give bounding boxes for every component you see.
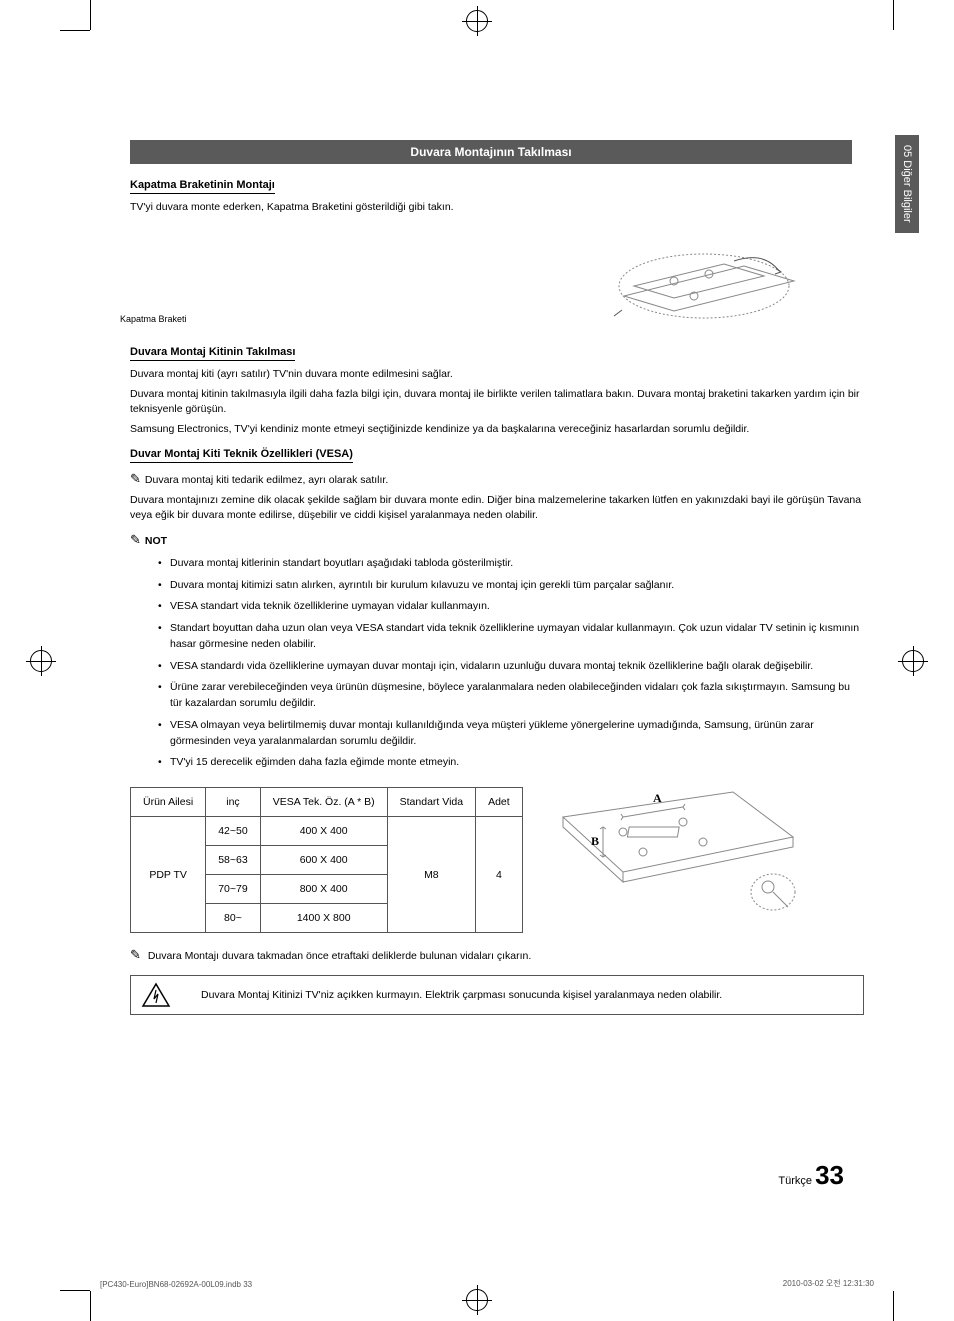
note-icon: ✎	[130, 532, 141, 547]
bullet-item: Standart boyuttan daha uzun olan veya VE…	[158, 621, 864, 653]
note-text: ✎ Duvara montaj kiti tedarik edilmez, ayr…	[130, 469, 864, 489]
crop-mark	[893, 1291, 894, 1321]
table-header: inç	[206, 788, 261, 817]
footer-filename: [PC430-Euro]BN68-02692A-00L09.indb 33	[100, 1280, 252, 1289]
body-text: Samsung Electronics, TV'yi kendiniz mont…	[130, 422, 864, 438]
section-title: Kapatma Braketinin Montajı	[130, 179, 275, 194]
table-cell: 400 X 400	[260, 817, 387, 846]
body-text: TV'yi duvara monte ederken, Kapatma Brak…	[130, 200, 864, 216]
crop-mark	[60, 1290, 90, 1291]
crop-mark	[60, 30, 90, 31]
table-header: Adet	[476, 788, 523, 817]
not-heading: NOT	[145, 535, 167, 547]
dim-label-a: A	[653, 791, 662, 805]
crop-mark	[893, 0, 894, 30]
table-header-row: Ürün Ailesi inç VESA Tek. Öz. (A * B) St…	[131, 788, 523, 817]
section-title: Duvara Montaj Kitinin Takılması	[130, 346, 295, 361]
tv-back-diagram: A B	[543, 777, 864, 930]
registration-mark	[466, 1289, 488, 1311]
note-content: Duvara Montajı duvara takmadan önce etra…	[148, 950, 531, 962]
blanking-bracket-diagram: Kapatma Braketi	[130, 226, 824, 326]
side-chapter-tab: 05 Diğer Bilgiler	[895, 135, 919, 233]
page-number: Türkçe 33	[778, 1160, 844, 1191]
body-text: Duvara montajınızı zemine dik olacak şek…	[130, 493, 864, 525]
table-cell: 800 X 400	[260, 875, 387, 904]
section-kit-install: Duvara Montaj Kitinin Takılması Duvara m…	[130, 346, 864, 438]
section-header: Duvara Montajının Takılması	[130, 140, 852, 164]
table-cell: 1400 X 800	[260, 904, 387, 933]
note-icon: ✎	[130, 471, 141, 486]
bullet-item: VESA standart vida teknik özelliklerine …	[158, 599, 864, 615]
bullet-item: Ürüne zarar verebileceğinden veya ürünün…	[158, 680, 864, 712]
table-cell: 70~79	[206, 875, 261, 904]
bullet-item: Duvara montaj kitlerinin standart boyutl…	[158, 556, 864, 572]
table-cell: 4	[476, 817, 523, 933]
crop-mark	[90, 1291, 91, 1321]
page-content: 05 Diğer Bilgiler Duvara Montajının Takı…	[130, 50, 864, 1271]
bullet-item: TV'yi 15 derecelik eğimden daha fazla eğ…	[158, 755, 864, 771]
warning-box: Duvara Montaj Kitinizi TV'niz açıkken ku…	[130, 975, 864, 1015]
registration-mark	[466, 10, 488, 32]
table-cell: 80~	[206, 904, 261, 933]
table-cell: M8	[387, 817, 475, 933]
diagram-label: Kapatma Braketi	[120, 314, 187, 324]
crop-mark	[90, 0, 91, 30]
table-row: PDP TV 42~50 400 X 400 M8 4	[131, 817, 523, 846]
table-cell: 42~50	[206, 817, 261, 846]
body-text: Duvara montaj kiti (ayrı satılır) TV'nin…	[130, 367, 864, 383]
registration-mark	[30, 650, 52, 672]
page-label: Türkçe	[778, 1175, 812, 1187]
table-header: Standart Vida	[387, 788, 475, 817]
note-content: Duvara montaj kiti tedarik edilmez, ayrı…	[145, 474, 388, 486]
not-label: ✎ NOT	[130, 530, 864, 550]
bullet-item: Duvara montaj kitimizi satın alırken, ay…	[158, 578, 864, 594]
table-cell: PDP TV	[131, 817, 206, 933]
body-text: Duvara montaj kitinin takılmasıyla ilgil…	[130, 387, 864, 419]
footer-timestamp: 2010-03-02 오전 12:31:30	[783, 1278, 874, 1289]
note-icon: ✎	[130, 947, 141, 962]
vesa-table-wrap: Ürün Ailesi inç VESA Tek. Öz. (A * B) St…	[130, 777, 864, 933]
bullet-list: Duvara montaj kitlerinin standart boyutl…	[158, 556, 864, 771]
post-table-note: ✎ Duvara Montajı duvara takmadan önce et…	[130, 947, 864, 963]
bullet-item: VESA olmayan veya belirtilmemiş duvar mo…	[158, 718, 864, 750]
table-cell: 600 X 400	[260, 846, 387, 875]
table-cell: 58~63	[206, 846, 261, 875]
page-num: 33	[815, 1160, 844, 1190]
warning-text: Duvara Montaj Kitinizi TV'niz açıkken ku…	[201, 989, 722, 1001]
dim-label-b: B	[591, 834, 599, 848]
section-title: Duvar Montaj Kiti Teknik Özellikleri (VE…	[130, 448, 353, 463]
bullet-item: VESA standardı vida özelliklerine uymaya…	[158, 659, 864, 675]
warning-icon	[141, 982, 171, 1008]
table-header: Ürün Ailesi	[131, 788, 206, 817]
registration-mark	[902, 650, 924, 672]
table-header: VESA Tek. Öz. (A * B)	[260, 788, 387, 817]
section-kapatma: Kapatma Braketinin Montajı TV'yi duvara …	[130, 179, 864, 326]
vesa-spec-table: Ürün Ailesi inç VESA Tek. Öz. (A * B) St…	[130, 787, 523, 933]
section-vesa-spec: Duvar Montaj Kiti Teknik Özellikleri (VE…	[130, 448, 864, 771]
